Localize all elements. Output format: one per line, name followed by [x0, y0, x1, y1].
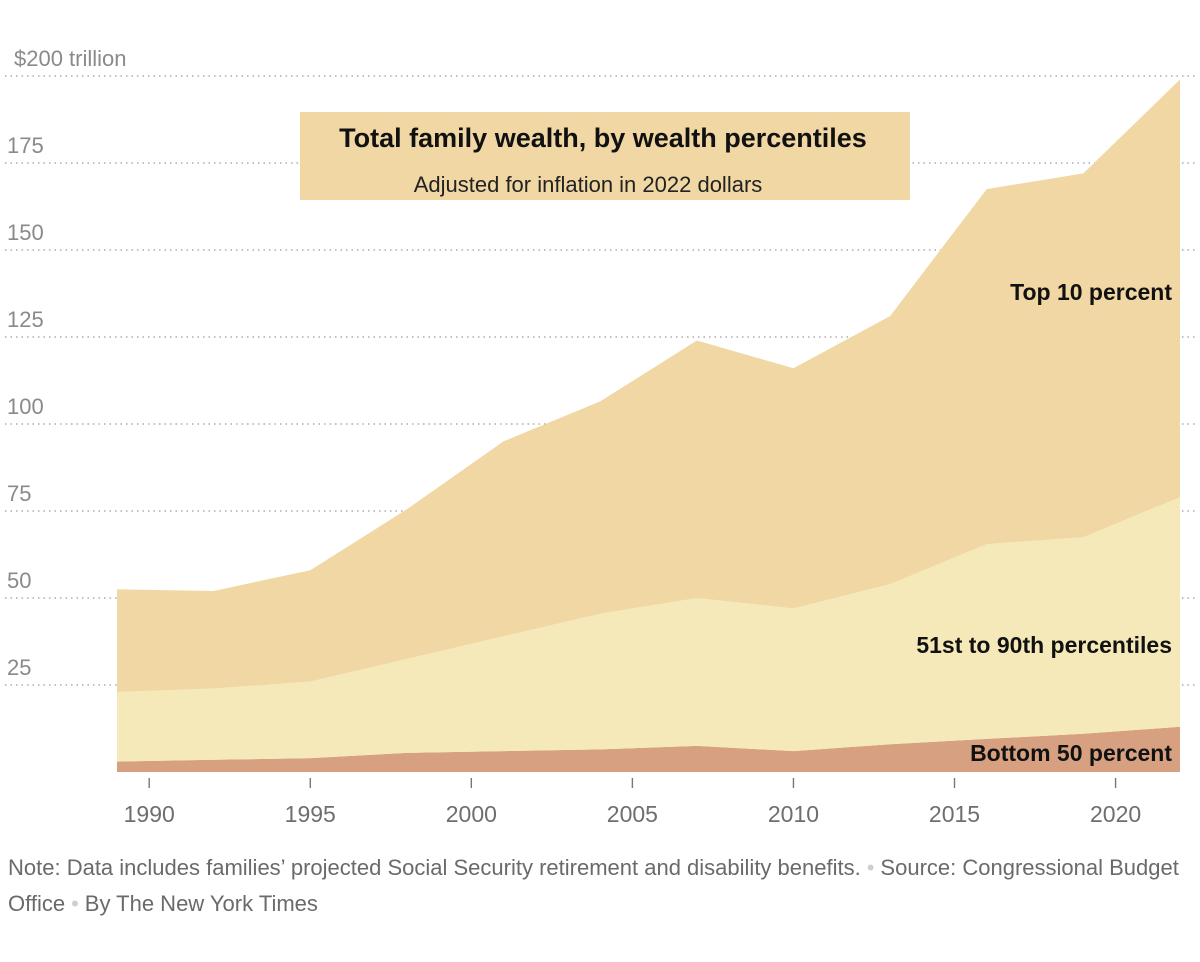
y-tick-label-150: 150 [7, 220, 44, 245]
x-tick-label-2020: 2020 [1090, 801, 1141, 827]
x-axis-ticks: 1990 1995 2000 2005 2010 2015 2020 [124, 778, 1141, 827]
footer-note: Note: Data includes families’ projected … [8, 850, 1188, 922]
area-series [117, 79, 1180, 772]
y-tick-label-125: 125 [7, 307, 44, 332]
label-51st-to-90th-percentiles: 51st to 90th percentiles [916, 632, 1172, 658]
y-tick-label-175: 175 [7, 133, 44, 158]
source-text: Congressional Budget Office [8, 855, 1179, 916]
label-top-10-percent: Top 10 percent [1010, 279, 1172, 305]
x-tick-label-1995: 1995 [285, 801, 336, 827]
title-backdrop [300, 112, 910, 200]
x-tick-label-2005: 2005 [607, 801, 658, 827]
x-tick-label-2000: 2000 [446, 801, 497, 827]
y-tick-label-75: 75 [7, 481, 31, 506]
y-axis-ticks: 25 50 75 100 125 150 175 $200 trillion [7, 46, 127, 680]
x-tick-label-2015: 2015 [929, 801, 980, 827]
y-tick-label-200: $200 trillion [14, 46, 127, 71]
note-text: Note: Data includes families’ projected … [8, 855, 861, 880]
chart-subtitle: Adjusted for inflation in 2022 dollars [414, 172, 763, 197]
chart-title: Total family wealth, by wealth percentil… [339, 123, 867, 153]
area-top-10-percent [117, 79, 1180, 692]
y-tick-label-25: 25 [7, 655, 31, 680]
y-tick-label-50: 50 [7, 568, 31, 593]
separator-dot: • [71, 891, 79, 916]
byline: By The New York Times [84, 891, 318, 916]
x-tick-label-2010: 2010 [768, 801, 819, 827]
x-tick-label-1990: 1990 [124, 801, 175, 827]
y-tick-label-100: 100 [7, 394, 44, 419]
source-label: Source: [880, 855, 957, 880]
area-51st-to-90th-percentiles [117, 497, 1180, 762]
separator-dot: • [866, 855, 875, 880]
area-bottom-50-percent [117, 726, 1180, 772]
label-bottom-50-percent: Bottom 50 percent [970, 740, 1172, 766]
